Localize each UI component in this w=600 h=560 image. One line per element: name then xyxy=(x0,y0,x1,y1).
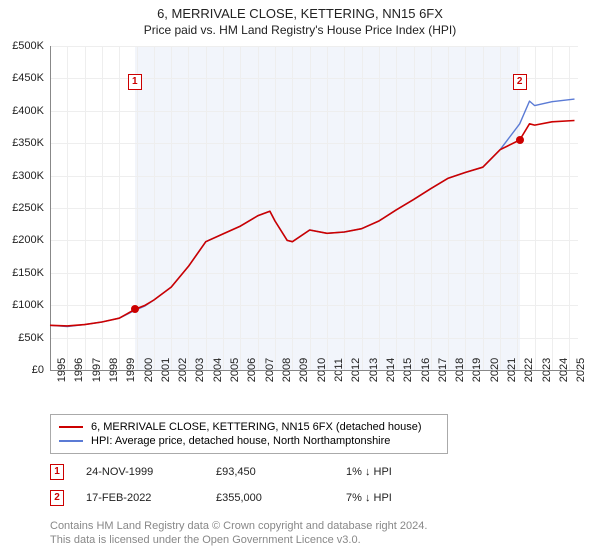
data-marker xyxy=(131,305,139,313)
legend-label: 6, MERRIVALE CLOSE, KETTERING, NN15 6FX … xyxy=(91,421,422,433)
legend-item: HPI: Average price, detached house, Nort… xyxy=(59,434,439,448)
chart-lines xyxy=(50,46,578,370)
y-axis-label: £100K xyxy=(12,299,50,311)
chart-title: 6, MERRIVALE CLOSE, KETTERING, NN15 6FX xyxy=(0,0,600,21)
y-axis-label: £350K xyxy=(12,137,50,149)
series-line xyxy=(50,121,575,326)
y-axis-label: £200K xyxy=(12,234,50,246)
y-axis-label: £300K xyxy=(12,170,50,182)
y-axis-label: £150K xyxy=(12,267,50,279)
annotation-label: 2 xyxy=(513,74,527,90)
series-line xyxy=(50,99,575,327)
transaction-index: 2 xyxy=(50,490,64,506)
y-axis-label: £500K xyxy=(12,40,50,52)
annotation-label: 1 xyxy=(128,74,142,90)
transaction-price: £355,000 xyxy=(216,492,346,504)
legend-label: HPI: Average price, detached house, Nort… xyxy=(91,435,390,447)
y-axis-label: £250K xyxy=(12,202,50,214)
legend: 6, MERRIVALE CLOSE, KETTERING, NN15 6FX … xyxy=(50,414,448,454)
y-axis-label: £400K xyxy=(12,105,50,117)
legend-item: 6, MERRIVALE CLOSE, KETTERING, NN15 6FX … xyxy=(59,420,439,434)
y-axis-label: £450K xyxy=(12,72,50,84)
transaction-price: £93,450 xyxy=(216,466,346,478)
transaction-date: 24-NOV-1999 xyxy=(86,466,216,478)
legend-swatch xyxy=(59,440,83,442)
transaction-delta: 7% ↓ HPI xyxy=(346,492,476,504)
legend-swatch xyxy=(59,426,83,428)
data-marker xyxy=(516,136,524,144)
transaction-row: 1 24-NOV-1999£93,4501% ↓ HPI xyxy=(50,464,476,480)
chart-subtitle: Price paid vs. HM Land Registry's House … xyxy=(0,21,600,37)
y-axis-label: £50K xyxy=(18,332,50,344)
transaction-date: 17-FEB-2022 xyxy=(86,492,216,504)
y-axis-label: £0 xyxy=(32,364,50,376)
footnote-line: This data is licensed under the Open Gov… xyxy=(50,534,361,546)
transaction-row: 2 17-FEB-2022£355,0007% ↓ HPI xyxy=(50,490,476,506)
footnote-line: Contains HM Land Registry data © Crown c… xyxy=(50,520,427,532)
plot-area: £0£50K£100K£150K£200K£250K£300K£350K£400… xyxy=(50,46,578,370)
transaction-delta: 1% ↓ HPI xyxy=(346,466,476,478)
transaction-index: 1 xyxy=(50,464,64,480)
